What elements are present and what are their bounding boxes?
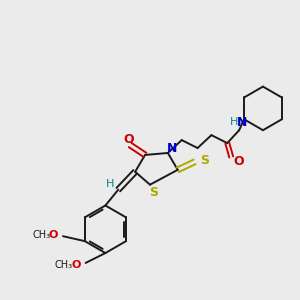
Text: O: O [48, 230, 58, 240]
Text: CH₃: CH₃ [32, 230, 50, 240]
Text: O: O [71, 260, 80, 270]
Text: H: H [106, 179, 115, 189]
Text: CH₃: CH₃ [55, 260, 73, 270]
Text: O: O [234, 155, 244, 168]
Text: H: H [230, 117, 238, 127]
Text: N: N [167, 142, 177, 154]
Text: O: O [123, 133, 134, 146]
Text: S: S [149, 186, 158, 199]
Text: S: S [200, 154, 209, 167]
Text: N: N [237, 116, 247, 129]
